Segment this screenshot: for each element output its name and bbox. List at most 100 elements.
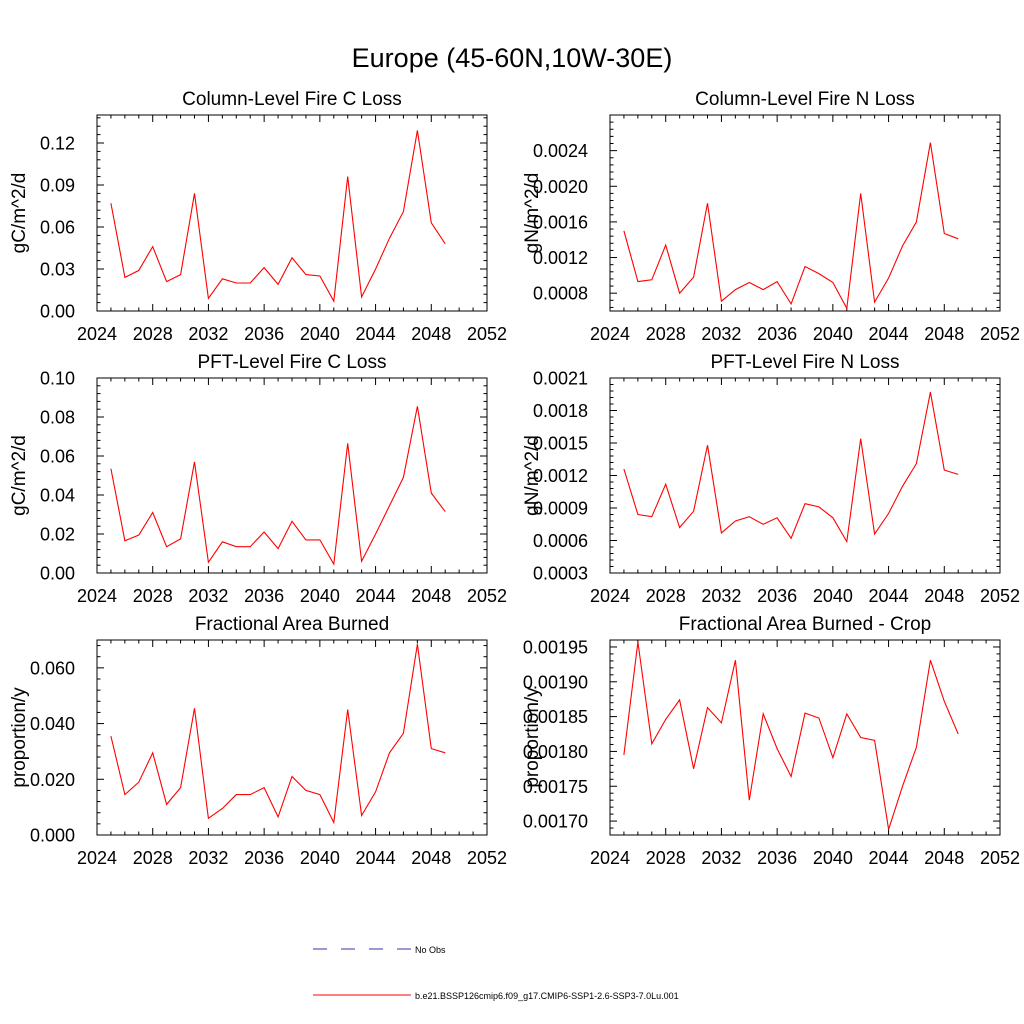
y-tick-label: 0.09 bbox=[40, 176, 75, 196]
y-axis-label: proportion/y bbox=[9, 687, 30, 788]
y-tick-label: 0.00180 bbox=[523, 742, 588, 762]
y-tick-label: 0.0016 bbox=[533, 212, 588, 232]
legend: No Obs b.e21.BSSP126cmip6.f09_g17.CMIP6-… bbox=[313, 945, 679, 1001]
x-tick-label: 2040 bbox=[813, 324, 853, 344]
series-line bbox=[110, 406, 446, 566]
x-tick-label: 2032 bbox=[188, 848, 228, 868]
x-tick-label: 2036 bbox=[757, 586, 797, 606]
x-tick-label: 2028 bbox=[133, 586, 173, 606]
panel-title: PFT-Level Fire N Loss bbox=[711, 352, 900, 373]
y-tick-label: 0.0006 bbox=[533, 531, 588, 551]
figure-title: Europe (45-60N,10W-30E) bbox=[352, 43, 673, 73]
y-tick-label: 0.0024 bbox=[533, 141, 588, 161]
x-tick-label: 2028 bbox=[646, 586, 686, 606]
x-tick-label: 2036 bbox=[244, 586, 284, 606]
series-line bbox=[110, 130, 446, 303]
x-tick-label: 2032 bbox=[701, 324, 741, 344]
x-tick-label: 2052 bbox=[467, 848, 507, 868]
y-tick-label: 0.00 bbox=[40, 302, 75, 322]
x-tick-label: 2040 bbox=[300, 324, 340, 344]
x-tick-label: 2044 bbox=[356, 324, 396, 344]
legend-obs-label: No Obs bbox=[415, 945, 446, 955]
x-tick-label: 2024 bbox=[590, 586, 630, 606]
y-tick-label: 0.06 bbox=[40, 218, 75, 238]
y-tick-label: 0.0012 bbox=[533, 248, 588, 268]
x-tick-label: 2040 bbox=[300, 586, 340, 606]
y-tick-label: 0.00185 bbox=[523, 707, 588, 727]
y-tick-label: 0.08 bbox=[40, 408, 75, 428]
x-tick-label: 2044 bbox=[869, 586, 909, 606]
y-tick-label: 0.000 bbox=[30, 826, 75, 846]
y-tick-label: 0.020 bbox=[30, 770, 75, 790]
panel-title: Fractional Area Burned bbox=[195, 614, 389, 635]
x-tick-label: 2048 bbox=[411, 586, 451, 606]
x-tick-label: 2028 bbox=[133, 848, 173, 868]
y-tick-label: 0.12 bbox=[40, 134, 75, 154]
series-line bbox=[110, 644, 446, 825]
y-axis-label: gN/m^2/d bbox=[522, 435, 543, 516]
plot-frame bbox=[609, 639, 1001, 836]
y-tick-label: 0.03 bbox=[40, 260, 75, 280]
y-tick-label: 0.040 bbox=[30, 714, 75, 734]
x-tick-label: 2036 bbox=[244, 324, 284, 344]
y-tick-label: 0.00175 bbox=[523, 777, 588, 797]
panel-title: Column-Level Fire C Loss bbox=[182, 89, 402, 110]
x-tick-label: 2040 bbox=[813, 586, 853, 606]
chart-panel-3: PFT-Level Fire C Loss gC/m^2/d 2024 2028 203… bbox=[9, 352, 507, 606]
x-tick-label: 2032 bbox=[188, 324, 228, 344]
x-tick-label: 2052 bbox=[980, 324, 1020, 344]
panel-title: Fractional Area Burned - Crop bbox=[679, 614, 931, 635]
panel-title: Column-Level Fire N Loss bbox=[695, 89, 915, 110]
y-tick-label: 0.0015 bbox=[533, 434, 588, 454]
x-tick-label: 2028 bbox=[133, 324, 173, 344]
series-line bbox=[623, 391, 959, 544]
series-line bbox=[623, 142, 959, 311]
y-tick-label: 0.0009 bbox=[533, 499, 588, 519]
x-tick-label: 2052 bbox=[980, 586, 1020, 606]
x-tick-label: 2032 bbox=[701, 586, 741, 606]
y-tick-label: 0.0012 bbox=[533, 466, 588, 486]
x-tick-label: 2024 bbox=[590, 848, 630, 868]
y-axis-label: proportion/y bbox=[522, 687, 543, 788]
x-tick-label: 2040 bbox=[300, 848, 340, 868]
y-tick-label: 0.0021 bbox=[533, 369, 588, 389]
y-tick-label: 0.06 bbox=[40, 447, 75, 467]
x-tick-label: 2036 bbox=[757, 848, 797, 868]
x-tick-label: 2036 bbox=[244, 848, 284, 868]
x-tick-label: 2024 bbox=[590, 324, 630, 344]
series-line bbox=[623, 642, 959, 830]
x-tick-label: 2028 bbox=[646, 324, 686, 344]
x-tick-label: 2044 bbox=[356, 848, 396, 868]
x-tick-label: 2032 bbox=[701, 848, 741, 868]
y-axis-label: gC/m^2/d bbox=[9, 435, 30, 516]
plot-frame bbox=[96, 639, 488, 836]
x-tick-label: 2052 bbox=[467, 586, 507, 606]
x-tick-label: 2048 bbox=[411, 324, 451, 344]
chart-panel-4: PFT-Level Fire N Loss gN/m^2/d 2024 2028 203… bbox=[522, 352, 1020, 606]
x-tick-label: 2024 bbox=[77, 586, 117, 606]
x-tick-label: 2044 bbox=[356, 586, 396, 606]
x-tick-label: 2052 bbox=[980, 848, 1020, 868]
x-tick-label: 2052 bbox=[467, 324, 507, 344]
chart-panel-1: Column-Level Fire C Loss gC/m^2/d 2024 2028… bbox=[9, 89, 507, 344]
y-tick-label: 0.0018 bbox=[533, 401, 588, 421]
y-axis-label: gN/m^2/d bbox=[522, 173, 543, 254]
x-tick-label: 2024 bbox=[77, 848, 117, 868]
panel-title: PFT-Level Fire C Loss bbox=[198, 352, 387, 373]
y-tick-label: 0.00170 bbox=[523, 812, 588, 832]
y-tick-label: 0.10 bbox=[40, 369, 75, 389]
plot-frame bbox=[609, 377, 1001, 574]
x-tick-label: 2044 bbox=[869, 324, 909, 344]
x-tick-label: 2024 bbox=[77, 324, 117, 344]
y-tick-label: 0.060 bbox=[30, 658, 75, 678]
y-tick-label: 0.00195 bbox=[523, 637, 588, 657]
y-tick-label: 0.00190 bbox=[523, 672, 588, 692]
y-tick-label: 0.00 bbox=[40, 564, 75, 584]
y-tick-label: 0.04 bbox=[40, 486, 75, 506]
y-tick-label: 0.0008 bbox=[533, 284, 588, 304]
x-tick-label: 2028 bbox=[646, 848, 686, 868]
chart-panel-2: Column-Level Fire N Loss gN/m^2/d 2024 2028… bbox=[522, 89, 1020, 344]
chart-panel-5: Fractional Area Burned proportion/y 2024 20… bbox=[9, 614, 507, 868]
y-tick-label: 0.0020 bbox=[533, 177, 588, 197]
